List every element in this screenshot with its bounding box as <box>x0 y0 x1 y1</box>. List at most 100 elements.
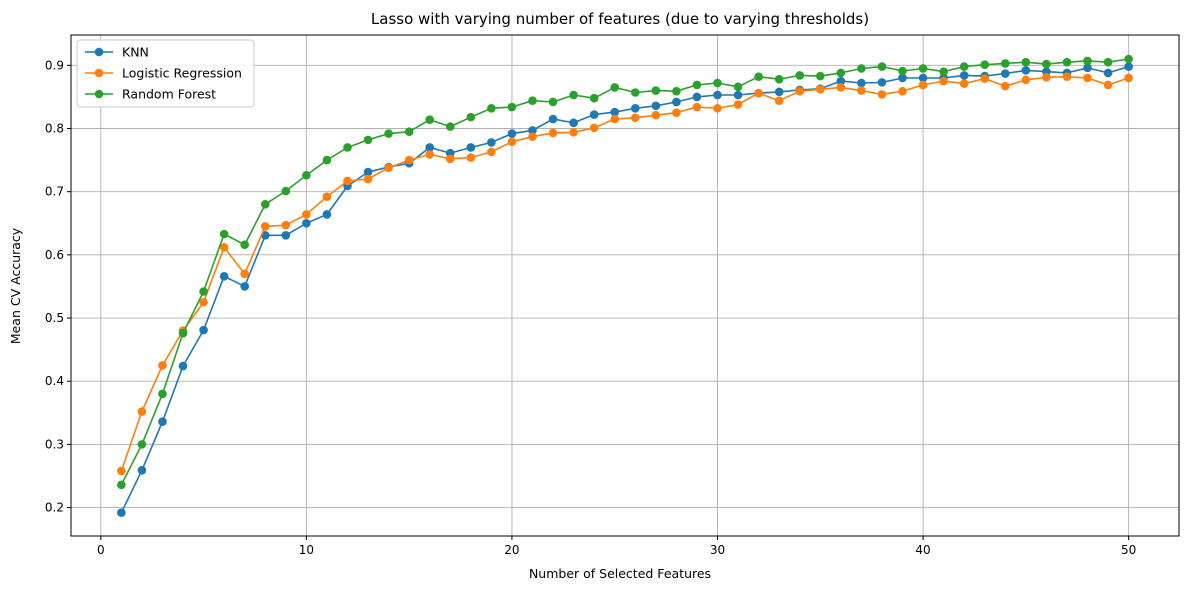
data-point-logistic-regression <box>630 113 640 123</box>
data-point-logistic-regression <box>384 163 393 172</box>
data-point-random-forest <box>445 122 455 131</box>
data-point-logistic-regression <box>1103 80 1113 90</box>
data-point-logistic-regression <box>466 153 476 162</box>
data-point-logistic-regression <box>158 361 167 370</box>
data-point-knn <box>672 97 681 107</box>
data-point-knn <box>199 325 208 335</box>
grid <box>71 35 1179 536</box>
data-point-random-forest <box>384 129 393 138</box>
series-line-logistic-regression <box>120 75 1129 472</box>
data-point-random-forest <box>199 287 208 296</box>
data-point-logistic-regression <box>302 210 311 219</box>
data-point-logistic-regression <box>363 174 373 184</box>
data-point-random-forest <box>1000 59 1010 68</box>
data-point-random-forest <box>877 62 887 71</box>
data-point-random-forest <box>507 102 517 112</box>
y-tick-label: 0.3 <box>45 437 64 451</box>
x-tick-label: 20 <box>504 543 519 557</box>
data-point-random-forest <box>302 170 311 180</box>
data-point-logistic-regression <box>857 86 866 95</box>
data-point-logistic-regression <box>692 102 702 112</box>
y-tick-label: 0.4 <box>45 374 64 388</box>
data-point-knn <box>877 78 887 87</box>
legend-marker <box>94 89 104 99</box>
data-point-random-forest <box>692 80 702 90</box>
data-point-knn <box>425 143 435 152</box>
y-axis-ticks: 0.2 0.3 0.4 0.5 0.6 0.7 0.8 0.9 <box>45 58 71 515</box>
data-point-knn <box>240 282 250 291</box>
data-point-logistic-regression <box>343 176 352 186</box>
data-point-random-forest <box>857 64 866 73</box>
data-point-random-forest <box>713 78 722 88</box>
data-point-logistic-regression <box>610 114 620 124</box>
series-line-knn <box>120 65 1129 513</box>
legend-marker <box>94 47 104 57</box>
data-point-random-forest <box>343 143 352 152</box>
data-point-random-forest <box>219 229 229 239</box>
data-point-knn <box>898 73 907 83</box>
data-point-logistic-regression <box>672 108 681 118</box>
data-point-logistic-regression <box>795 86 805 96</box>
data-point-random-forest <box>281 186 291 196</box>
data-point-random-forest <box>240 240 250 250</box>
data-point-random-forest <box>836 68 846 78</box>
data-point-random-forest <box>651 86 661 95</box>
data-point-random-forest <box>1083 56 1092 66</box>
data-point-logistic-regression <box>404 155 414 165</box>
data-point-logistic-regression <box>1000 81 1010 91</box>
data-point-knn <box>836 76 846 86</box>
y-tick-label: 0.8 <box>45 122 64 136</box>
data-point-knn <box>713 90 722 100</box>
plot-frame <box>70 34 1180 537</box>
data-point-logistic-regression <box>1021 75 1031 85</box>
y-tick-label: 0.6 <box>45 248 64 262</box>
data-point-random-forest <box>425 115 435 124</box>
legend-item-random-forest: Random Forest <box>85 87 216 102</box>
data-point-random-forest <box>795 71 805 80</box>
data-point-logistic-regression <box>1042 73 1051 82</box>
data-point-logistic-regression <box>898 86 907 96</box>
data-point-knn <box>1083 63 1092 73</box>
data-point-logistic-regression <box>117 466 126 476</box>
data-point-logistic-regression <box>877 90 887 99</box>
data-point-logistic-regression <box>528 132 537 142</box>
data-point-random-forest <box>158 389 167 399</box>
data-point-logistic-regression <box>487 147 496 157</box>
data-point-knn <box>1000 69 1010 78</box>
data-point-logistic-regression <box>959 79 969 88</box>
data-point-logistic-regression <box>322 192 332 202</box>
legend-item-logistic-regression: Logistic Regression <box>85 66 242 81</box>
data-point-knn <box>918 73 928 83</box>
data-point-knn <box>1124 62 1133 71</box>
data-point-random-forest <box>672 86 681 96</box>
x-axis-ticks: 0 10 20 30 40 50 <box>97 536 1136 557</box>
x-tick-label: 10 <box>299 543 314 557</box>
data-point-random-forest <box>487 103 496 113</box>
data-point-logistic-regression <box>836 83 846 92</box>
data-point-knn <box>466 143 476 152</box>
data-point-knn <box>528 126 537 135</box>
data-point-random-forest <box>918 64 928 73</box>
data-point-knn <box>281 230 291 240</box>
data-point-knn <box>137 465 147 475</box>
data-point-logistic-regression <box>939 76 948 86</box>
x-axis-label: Number of Selected Features <box>529 566 711 581</box>
data-point-knn <box>302 218 311 228</box>
data-point-logistic-regression <box>774 96 784 106</box>
data-point-random-forest <box>178 328 188 338</box>
data-point-random-forest <box>980 60 990 69</box>
legend-marker <box>94 68 104 78</box>
data-point-knn <box>733 90 743 100</box>
data-point-random-forest <box>774 74 784 84</box>
data-point-knn <box>959 71 969 80</box>
data-point-logistic-regression <box>137 407 147 416</box>
data-point-logistic-regression <box>507 137 517 147</box>
data-point-knn <box>569 118 578 128</box>
data-point-random-forest <box>898 66 907 76</box>
data-point-random-forest <box>1062 57 1072 67</box>
data-point-logistic-regression <box>815 85 825 94</box>
data-point-random-forest <box>1042 59 1051 69</box>
data-point-logistic-regression <box>425 150 435 159</box>
data-point-random-forest <box>404 127 414 136</box>
data-point-random-forest <box>363 135 373 145</box>
